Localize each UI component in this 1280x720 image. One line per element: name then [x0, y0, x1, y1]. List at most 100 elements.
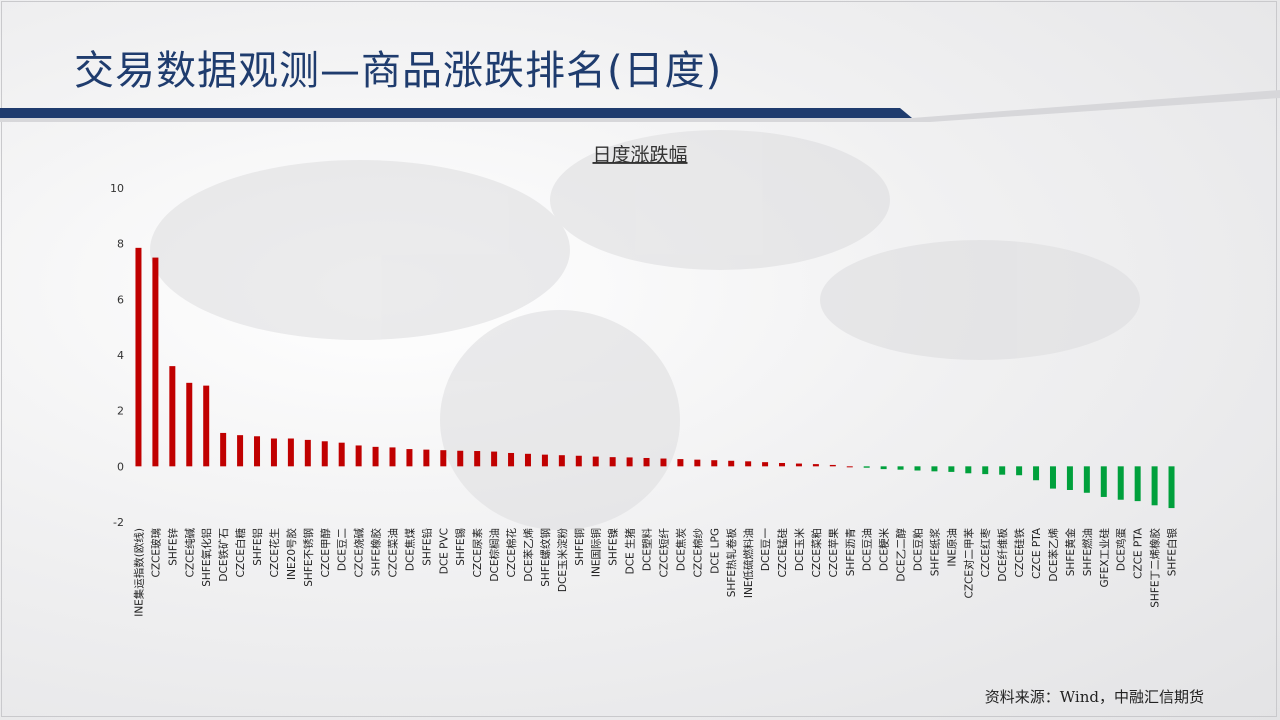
- x-tick-label: CZCE花生: [268, 528, 281, 578]
- y-tick-label: 2: [117, 405, 124, 418]
- bar: [338, 442, 345, 467]
- bar: [779, 462, 786, 467]
- x-tick-label: DCE PVC: [438, 528, 450, 574]
- bar: [846, 466, 853, 468]
- bar: [440, 450, 447, 467]
- x-tick-label: DCE铁矿石: [217, 528, 230, 582]
- x-tick-label: CZCE甲醇: [319, 528, 332, 578]
- bar: [575, 455, 582, 467]
- x-tick-label: CZCE红枣: [979, 528, 992, 578]
- x-tick-label: DCE豆油: [861, 528, 874, 571]
- x-tick-label: SHFE黄金: [1064, 528, 1077, 577]
- x-tick-label: DCE纤维板: [996, 528, 1009, 582]
- bar: [965, 466, 972, 474]
- x-tick-label: CZCE尿素: [471, 528, 484, 578]
- x-tick-label: DCE塑料: [641, 528, 654, 572]
- x-tick-label: DCE焦炭: [674, 528, 687, 572]
- header-band-shadow: [0, 90, 1280, 122]
- x-tick-label: SHFE锡: [454, 528, 467, 566]
- bar: [321, 441, 328, 467]
- x-tick-label: SHFE铅: [420, 528, 433, 566]
- x-tick-label: CZCE白糖: [234, 528, 247, 578]
- x-tick-label: DCE LPG: [709, 528, 721, 574]
- x-tick-label: CZCE锰硅: [776, 528, 789, 578]
- x-tick-label: CZCE菜粕: [810, 528, 823, 578]
- x-tick-label: CZCE棉花: [505, 528, 518, 578]
- bar: [643, 457, 650, 467]
- bar: [254, 436, 261, 467]
- bar: [1134, 466, 1141, 502]
- header-band: [0, 108, 912, 118]
- x-tick-label: DCE豆二: [337, 528, 349, 571]
- bar: [999, 466, 1006, 475]
- x-tick-label: DCE豆粕: [912, 528, 925, 571]
- bar: [626, 457, 633, 467]
- x-tick-label: SHFE白银: [1166, 528, 1179, 577]
- y-tick-label: 0: [117, 460, 124, 473]
- page-title: 交易数据观测—商品涨跌排名(日度): [74, 48, 723, 94]
- bar: [558, 455, 565, 467]
- bar: [863, 466, 870, 468]
- x-tick-label: INE低硫燃料油: [742, 528, 755, 598]
- y-axis: -2 0 2 4 6 8 10: [110, 182, 124, 529]
- bar: [135, 247, 142, 467]
- x-tick-label: CZCE对二甲苯: [962, 528, 975, 599]
- x-tick-label: DCE苯乙烯: [1047, 528, 1060, 582]
- x-tick-label: DCE棕榈油: [488, 528, 501, 582]
- x-tick-label: DCE豆一: [760, 528, 772, 572]
- x-tick-label: CZCE苹果: [827, 528, 840, 578]
- bar: [457, 450, 464, 467]
- bar: [372, 446, 379, 467]
- y-tick-label: 4: [117, 349, 124, 362]
- x-tick-label: CZCE烧碱: [353, 528, 366, 578]
- x-tick-label: SHFE不锈钢: [302, 528, 315, 587]
- bar: [1049, 466, 1056, 489]
- bar: [897, 466, 904, 470]
- bars-group: [135, 247, 1175, 509]
- bar: [220, 432, 227, 467]
- bar: [474, 451, 481, 467]
- x-tick-label: SHFE铝: [251, 528, 264, 566]
- bar: [1117, 466, 1124, 500]
- bar: [169, 366, 176, 467]
- x-tick-label: DCE苯乙烯: [522, 528, 535, 582]
- bar: [389, 447, 396, 467]
- bar: [762, 462, 769, 467]
- bar: [355, 445, 362, 467]
- bar: [270, 438, 277, 467]
- x-tick-label: DCE鸡蛋: [1115, 528, 1128, 572]
- x-tick-label: SHFE镍: [607, 528, 620, 566]
- bar: [1168, 466, 1175, 509]
- x-tick-label: SHFE铜: [574, 528, 586, 566]
- bar: [1016, 466, 1023, 476]
- bar: [1100, 466, 1107, 497]
- bar: [287, 438, 294, 467]
- x-tick-label: SHFE螺纹钢: [539, 528, 552, 587]
- x-tick-label: DCE玉米: [793, 528, 806, 572]
- bar: [508, 452, 515, 467]
- x-tick-label: SHFE丁二烯橡胶: [1149, 528, 1162, 608]
- bar: [152, 257, 159, 467]
- bar: [1066, 466, 1073, 490]
- bar: [660, 458, 667, 467]
- x-tick-label: DCE乙二醇: [895, 528, 908, 582]
- bar: [982, 466, 989, 475]
- bar: [1033, 466, 1040, 481]
- x-tick-label: DCE玉米淀粉: [556, 528, 569, 593]
- bar: [423, 449, 430, 467]
- bar: [880, 466, 887, 470]
- x-tick-label: GFEX工业硅: [1098, 528, 1111, 588]
- bar: [186, 382, 193, 467]
- x-tick-label: SHFE锌: [166, 528, 179, 566]
- bar: [711, 460, 718, 467]
- x-tick-label: SHFE橡胶: [370, 528, 383, 577]
- x-tick-label: CZCE玻璃: [149, 528, 162, 578]
- bar: [795, 463, 802, 467]
- source-note: 资料来源：Wind，中融汇信期货: [984, 688, 1204, 706]
- y-tick-label: 8: [117, 238, 124, 251]
- x-tick-label: INE国际铜: [591, 528, 603, 577]
- x-tick-label: CZCE棉纱: [691, 528, 704, 578]
